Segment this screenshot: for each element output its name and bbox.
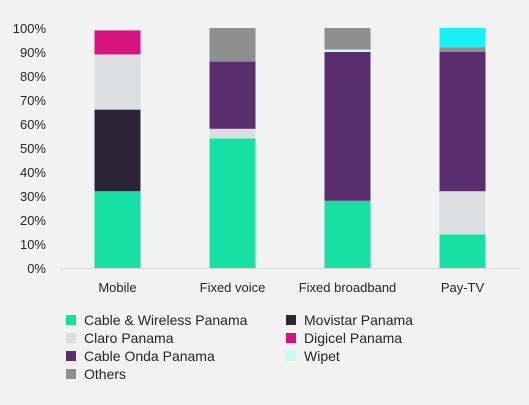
legend-swatch bbox=[66, 369, 76, 379]
x-category-label: Mobile bbox=[98, 280, 136, 295]
legend-item-digicel: Digicel Panama bbox=[286, 330, 402, 346]
y-tick-label: 80% bbox=[20, 69, 46, 84]
bar-segment bbox=[94, 54, 141, 110]
bar-segment bbox=[324, 28, 371, 50]
bar-segment bbox=[94, 191, 141, 268]
legend-label: Wipet bbox=[304, 348, 340, 364]
bar-segment bbox=[94, 30, 141, 55]
bar-segment bbox=[209, 28, 256, 62]
legend-item-cable-wireless: Cable & Wireless Panama bbox=[66, 312, 247, 328]
y-tick-label: 90% bbox=[20, 45, 46, 60]
legend-item-movistar: Movistar Panama bbox=[286, 312, 413, 328]
bar-segment bbox=[209, 138, 256, 268]
legend-label: Digicel Panama bbox=[304, 330, 403, 346]
bar-segment bbox=[439, 47, 486, 52]
legend-label: Others bbox=[84, 366, 127, 382]
x-category-label: Fixed broadband bbox=[299, 280, 397, 295]
legend-label: Cable & Wireless Panama bbox=[84, 312, 248, 328]
x-category-label: Fixed voice bbox=[200, 280, 266, 295]
bar-segment bbox=[439, 28, 486, 48]
bar-segment bbox=[439, 191, 486, 235]
legend-swatch bbox=[286, 351, 296, 361]
bar-segment bbox=[324, 200, 371, 268]
x-category-label: Pay-TV bbox=[441, 280, 485, 295]
y-tick-label: 60% bbox=[20, 117, 46, 132]
y-tick-label: 30% bbox=[20, 189, 46, 204]
legend-swatch bbox=[66, 351, 76, 361]
bar-segment bbox=[439, 52, 486, 192]
legend-label: Movistar Panama bbox=[304, 312, 413, 328]
legend-label: Claro Panama bbox=[84, 330, 174, 346]
y-tick-label: 40% bbox=[20, 165, 46, 180]
legend-label: Cable Onda Panama bbox=[84, 348, 215, 364]
legend-item-others: Others bbox=[66, 366, 126, 382]
legend-item-wipet: Wipet bbox=[286, 348, 340, 364]
bar-segment bbox=[324, 49, 371, 52]
bar-segment bbox=[94, 109, 141, 192]
y-tick-label: 100% bbox=[13, 21, 47, 36]
bar-segment bbox=[209, 128, 256, 139]
y-tick-label: 0% bbox=[27, 261, 46, 276]
legend-swatch bbox=[286, 333, 296, 343]
bar-segment bbox=[324, 52, 371, 201]
bar-segment bbox=[209, 61, 256, 129]
y-tick-label: 20% bbox=[20, 213, 46, 228]
bar-segment bbox=[439, 234, 486, 268]
legend-item-claro: Claro Panama bbox=[66, 330, 174, 346]
chart: 0% 10% 20% 30% 40% 50% 60% 70% 80% 90% 100% Mobile F… bbox=[13, 21, 520, 295]
y-tick-label: 10% bbox=[20, 237, 46, 252]
legend-swatch bbox=[286, 315, 296, 325]
y-tick-label: 70% bbox=[20, 93, 46, 108]
legend-swatch bbox=[66, 315, 76, 325]
legend-item-cable-onda: Cable Onda Panama bbox=[66, 348, 215, 364]
legend-swatch bbox=[66, 333, 76, 343]
y-tick-label: 50% bbox=[20, 141, 46, 156]
